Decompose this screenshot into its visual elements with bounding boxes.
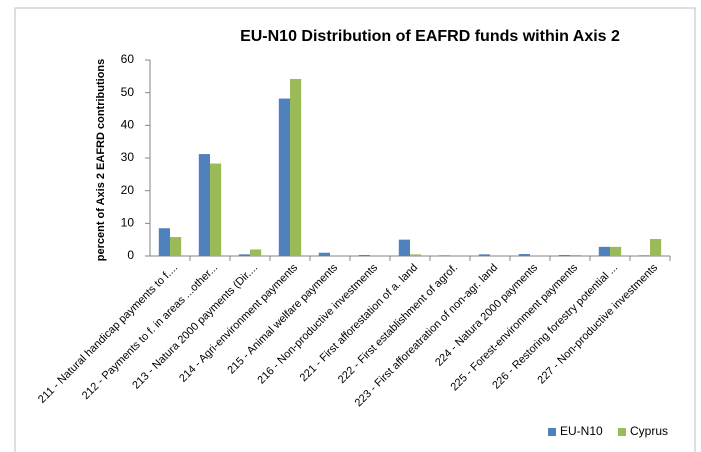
bar (478, 254, 490, 256)
bar (290, 78, 302, 257)
bar (650, 239, 662, 256)
y-tick-label: 60 (121, 52, 135, 66)
legend-label: Cyprus (630, 424, 668, 438)
bar (610, 246, 622, 256)
bar (438, 255, 450, 256)
bar (598, 246, 610, 256)
bar (358, 255, 370, 256)
y-tick-label: 40 (121, 118, 135, 132)
y-tick-label: 20 (121, 183, 135, 197)
bar (558, 255, 570, 256)
legend-label: EU-N10 (560, 424, 603, 438)
chart-title: EU-N10 Distribution of EAFRD funds withi… (240, 28, 620, 45)
y-tick-label: 0 (127, 248, 134, 262)
bar (398, 239, 410, 256)
y-tick-label: 30 (121, 150, 135, 164)
bar (638, 255, 650, 256)
bar (158, 228, 170, 256)
y-axis-title: percent of Axis 2 EAFRD contributions (95, 59, 107, 262)
bar (250, 249, 262, 256)
legend-swatch (618, 428, 626, 436)
bar (570, 255, 582, 256)
bar (210, 163, 222, 256)
legend-swatch (548, 428, 556, 436)
bar (278, 98, 290, 257)
y-tick-label: 50 (121, 85, 135, 99)
y-tick-label: 10 (121, 216, 135, 230)
bar (410, 254, 422, 256)
bar (238, 254, 250, 256)
chart-frame (14, 7, 696, 452)
bar (198, 154, 210, 256)
bar (518, 254, 530, 256)
bar (318, 252, 330, 256)
bar (170, 237, 182, 256)
